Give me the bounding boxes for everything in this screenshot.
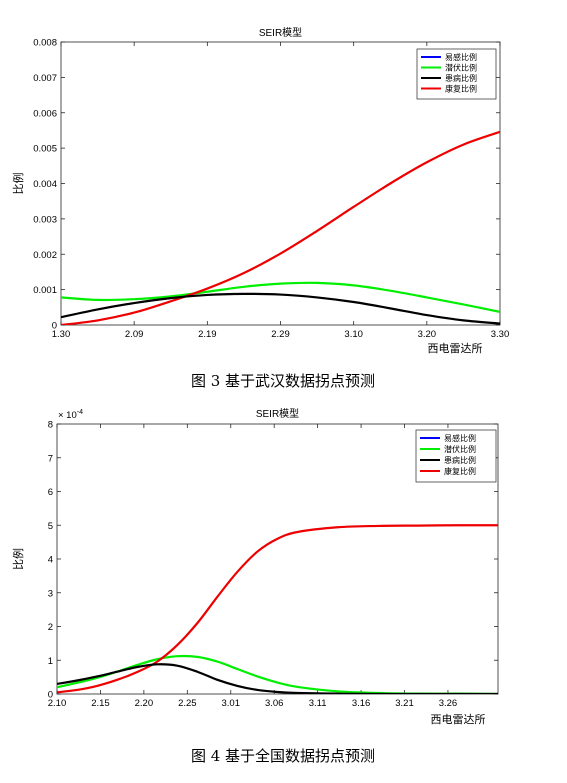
y-tick-label: 7 <box>48 453 53 464</box>
y-axis-label: 比例 <box>11 548 25 570</box>
chart-title: SEIR模型 <box>259 26 302 39</box>
x-tick-label: 3.20 <box>418 329 437 340</box>
x-tick-label: 1.30 <box>52 329 71 340</box>
y-tick-label: 0.002 <box>33 250 57 261</box>
series-line-infected <box>61 292 500 325</box>
series-line-infected <box>57 663 498 694</box>
x-tick-label: 3.16 <box>352 698 371 709</box>
series-line-recovered <box>61 130 500 325</box>
x-tick-label: 3.11 <box>309 698 327 709</box>
y-axis-label: 比例 <box>11 173 25 195</box>
x-tick-label: 2.10 <box>48 698 67 709</box>
x-tick-label: 3.01 <box>222 698 241 709</box>
x-tick-label: 2.19 <box>198 329 217 340</box>
y-multiplier-label: × 10-4 <box>58 409 83 421</box>
x-tick-label: 2.09 <box>125 329 144 340</box>
y-tick-label: 0 <box>52 321 57 332</box>
x-tick-label: 2.15 <box>91 698 110 709</box>
x-tick-label: 3.10 <box>344 329 363 340</box>
y-tick-label: 0.008 <box>33 38 57 49</box>
legend-entry-exposed: 潜伏比例 <box>444 444 476 454</box>
y-tick-label: 4 <box>48 555 53 566</box>
legend-entry-exposed: 潜伏比例 <box>445 63 477 73</box>
x-axis-label: 西电雷达所 <box>428 342 483 355</box>
figure-caption: 图 4 基于全国数据拐点预测 <box>191 747 375 765</box>
y-tick-label: 8 <box>48 420 53 431</box>
legend-entry-recovered: 康复比例 <box>445 84 477 94</box>
legend-entry-susceptible: 易感比例 <box>445 52 477 62</box>
y-tick-label: 2 <box>48 622 53 633</box>
x-axis-label: 西电雷达所 <box>431 713 486 726</box>
legend-entry-recovered: 康复比例 <box>444 466 476 476</box>
legend-entry-infected: 患病比例 <box>444 455 476 465</box>
y-tick-label: 1 <box>48 656 53 667</box>
chart-national: SEIR模型 0 1 2 3 4 5 6 7 8 2.10 2.15 2.20 2.25 3.01 3.06 3… <box>11 407 499 765</box>
figure-caption: 图 3 基于武汉数据拐点预测 <box>191 372 375 390</box>
x-tick-label: 3.21 <box>395 698 414 709</box>
y-tick-label: 0.006 <box>33 108 57 119</box>
x-tick-label: 3.30 <box>491 329 510 340</box>
x-tick-label: 2.20 <box>135 698 154 709</box>
x-tick-label: 2.25 <box>178 698 197 709</box>
x-tick-label: 3.06 <box>265 698 284 709</box>
series-line-exposed <box>61 281 500 313</box>
y-tick-label: 0.003 <box>33 214 57 225</box>
y-tick-label: 0.001 <box>33 285 57 296</box>
y-tick-label: 0.007 <box>33 73 57 84</box>
series-line-recovered <box>57 524 498 694</box>
y-tick-label: 5 <box>48 521 53 532</box>
chart-wuhan: SEIR模型 0 0.001 0.002 0.003 0.004 0.005 0.006 0.0… <box>11 26 509 390</box>
y-tick-label: 0.004 <box>33 179 57 190</box>
chart-title: SEIR模型 <box>256 407 299 420</box>
x-tick-label: 3.26 <box>439 698 458 709</box>
y-tick-label: 6 <box>48 487 53 498</box>
legend-entry-infected: 患病比例 <box>445 73 477 83</box>
y-tick-label: 3 <box>48 588 53 599</box>
legend-entry-susceptible: 易感比例 <box>444 433 476 443</box>
x-tick-label: 2.29 <box>271 329 290 340</box>
y-tick-label: 0 <box>48 690 53 701</box>
y-tick-label: 0.005 <box>33 144 57 155</box>
